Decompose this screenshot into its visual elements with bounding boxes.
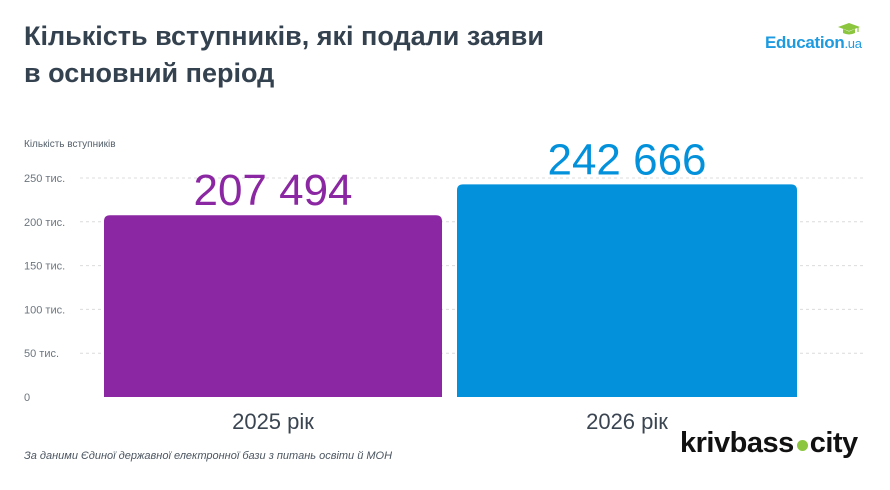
logo-text-part-1: krivbass [680,427,794,459]
logo-text-part-2: city [809,427,858,459]
bar-2 [457,184,797,397]
chart-title: Кількість вступників, які подали заяви в… [24,18,624,92]
y-tick-label: 0 [24,392,30,404]
bar-value-label: 242 666 [547,135,706,184]
brand-name: Education [765,33,845,52]
education-ua-logo[interactable]: Education.ua [765,23,862,55]
x-category-label: 2025 рік [232,409,314,434]
bar-value-label: 207 494 [193,166,352,215]
source-note: За даними Єдиної державної електронної б… [24,450,393,462]
x-category-label: 2026 рік [586,409,668,434]
y-axis-label: Кількість вступників [24,139,116,150]
graduation-cap-icon [838,23,860,35]
y-tick-label: 200 тис. [24,217,65,229]
y-tick-label: 100 тис. [24,304,65,316]
brand-suffix: .ua [844,36,862,51]
logo-dot-icon [796,440,808,451]
y-tick-label: 250 тис. [24,173,65,185]
bar-1 [104,215,442,397]
y-tick-label: 150 тис. [24,261,65,273]
chart-title-line-1: Кількість вступників, які подали заяви [24,21,544,51]
krivbass-city-logo[interactable]: krivbass city [680,427,858,460]
chart-title-line-2: в основний період [24,58,275,88]
y-tick-label: 50 тис. [24,348,59,360]
